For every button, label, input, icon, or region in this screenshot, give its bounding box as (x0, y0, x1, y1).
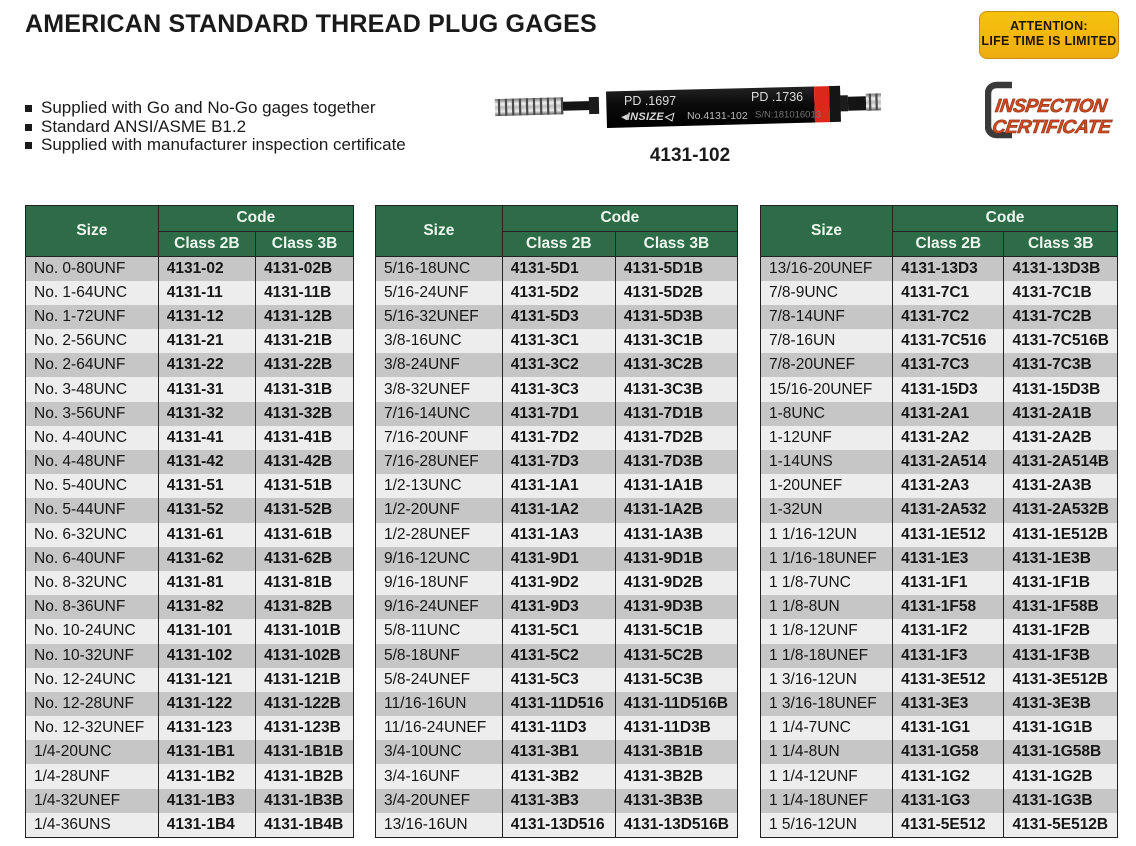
svg-text:INSPECTION: INSPECTION (994, 96, 1110, 117)
svg-text:S/N:181016013: S/N:181016013 (755, 110, 821, 121)
svg-text:CERTIFICATE: CERTIFICATE (991, 117, 1114, 138)
svg-text:◂INSIZE◁: ◂INSIZE◁ (621, 111, 675, 123)
svg-text:PD .1736: PD .1736 (751, 90, 803, 104)
svg-text:PD .1697: PD .1697 (624, 94, 676, 108)
svg-text:No.4131-102: No.4131-102 (687, 110, 748, 122)
